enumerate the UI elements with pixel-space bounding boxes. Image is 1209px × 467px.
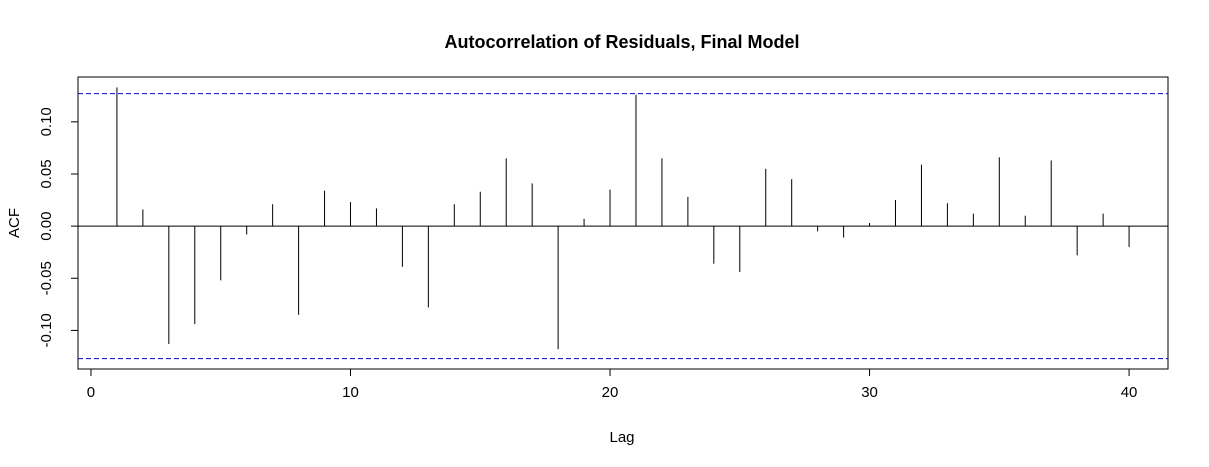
y-tick-label: 0.10 — [38, 107, 55, 136]
x-tick-label: 40 — [1121, 384, 1138, 401]
acf-bars — [116, 87, 1130, 350]
y-tick-label: 0.00 — [38, 212, 55, 241]
chart-title: Autocorrelation of Residuals, Final Mode… — [444, 32, 799, 52]
x-axis: 0 10 20 30 40 — [87, 368, 1138, 401]
y-axis: -0.10 -0.05 0.00 0.05 0.10 — [38, 107, 79, 348]
confidence-bounds — [78, 93, 1168, 360]
x-tick-label: 30 — [861, 384, 878, 401]
y-tick-label: -0.05 — [38, 261, 55, 295]
x-tick-label: 20 — [602, 384, 619, 401]
x-tick-label: 10 — [342, 384, 359, 401]
y-axis-label: ACF — [6, 208, 23, 238]
x-tick-label: 0 — [87, 384, 95, 401]
x-axis-label: Lag — [609, 429, 634, 446]
plot-frame — [77, 76, 1169, 370]
y-tick-label: 0.05 — [38, 159, 55, 188]
y-tick-label: -0.10 — [38, 313, 55, 347]
